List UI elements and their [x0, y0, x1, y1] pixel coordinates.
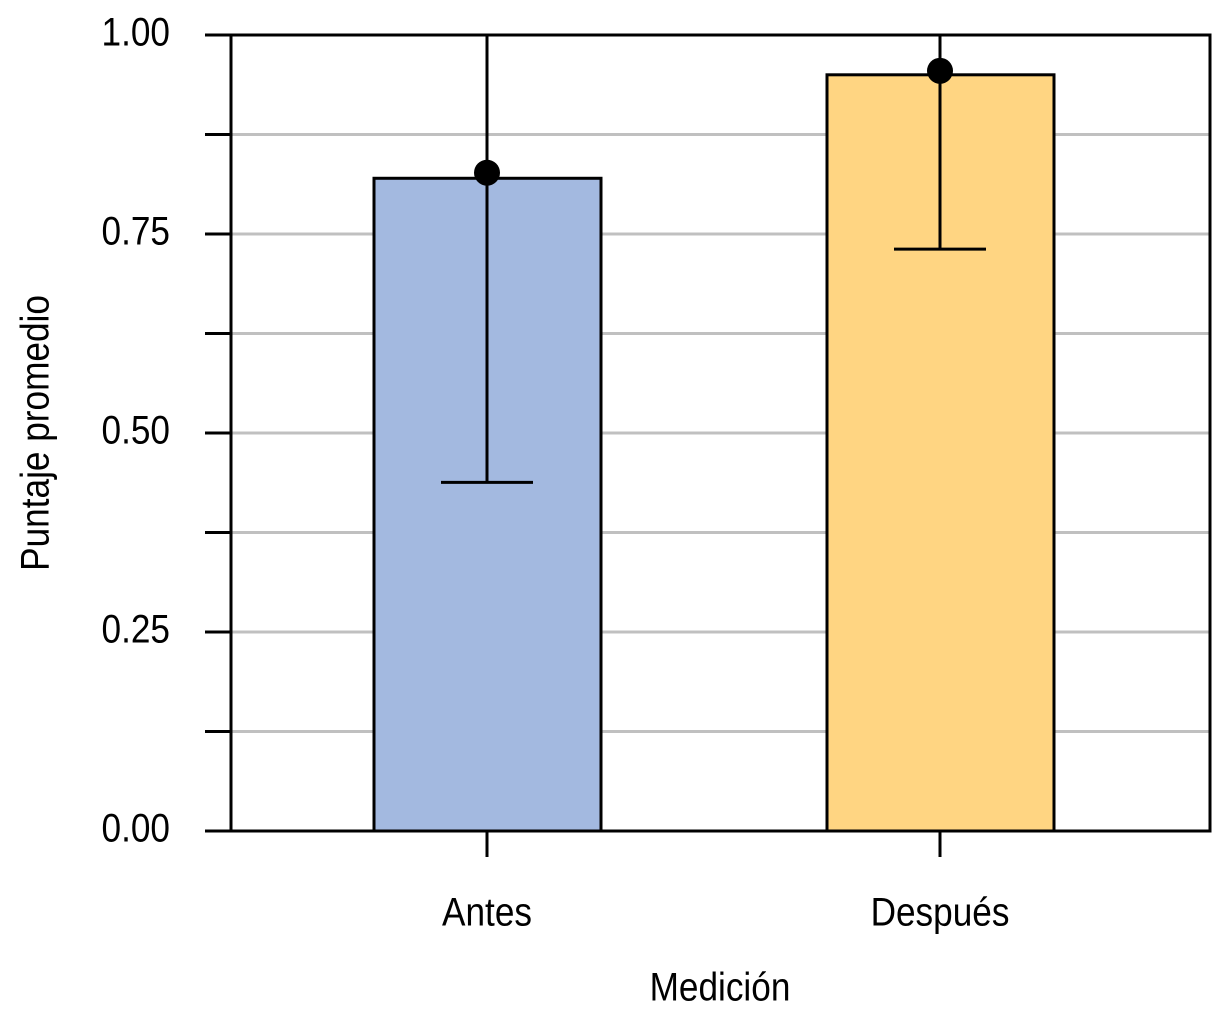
y-tick-label: 0.75 [102, 208, 170, 253]
y-tick-label: 1.00 [102, 9, 170, 54]
y-axis-label: Puntaje promedio [12, 295, 57, 571]
x-tick-label: Después [871, 889, 1010, 934]
x-axis-label: Medición [650, 964, 791, 1009]
point [474, 159, 500, 186]
x-tick-label: Antes [442, 889, 532, 934]
y-tick-label: 0.50 [102, 407, 170, 452]
y-tick-label: 0.25 [102, 606, 170, 651]
point [927, 57, 953, 84]
y-tick-label: 0.00 [102, 805, 170, 850]
plot-frame [229, 33, 1212, 833]
